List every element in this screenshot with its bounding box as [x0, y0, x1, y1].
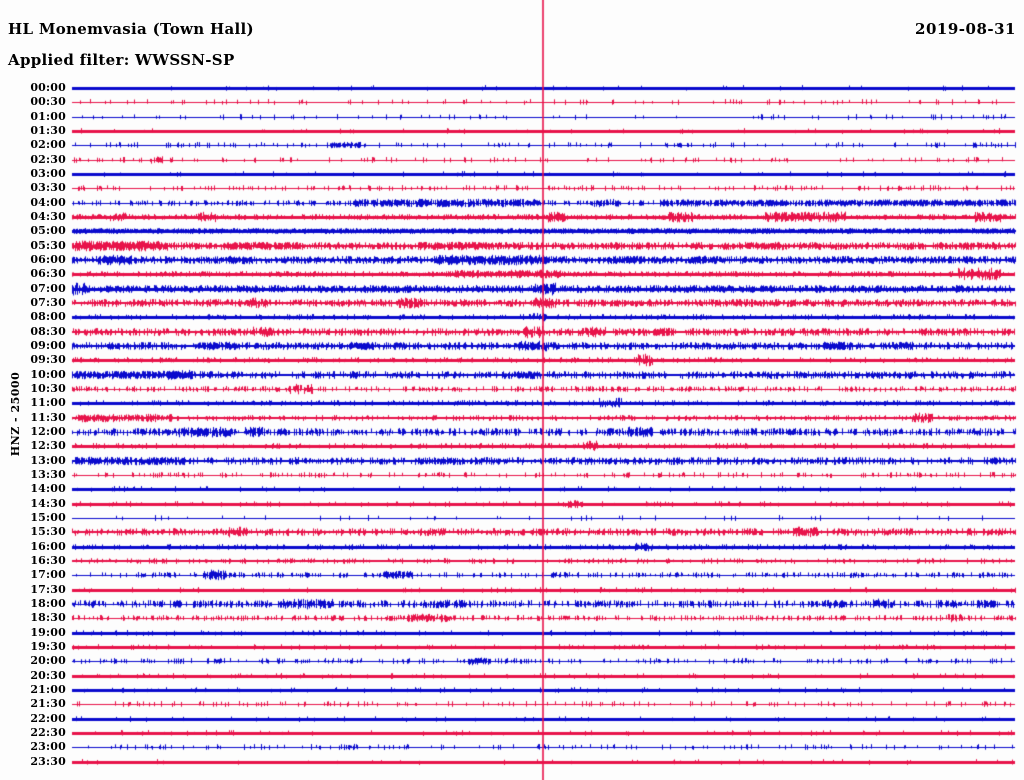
time-label: 04:00	[30, 196, 66, 209]
time-label: 19:00	[30, 626, 66, 639]
time-label: 16:00	[30, 540, 66, 553]
time-label: 20:30	[30, 669, 66, 682]
time-label: 22:30	[30, 726, 66, 739]
time-label: 16:30	[30, 554, 66, 567]
time-label: 23:30	[30, 755, 66, 768]
time-label: 09:30	[30, 353, 66, 366]
time-label: 22:00	[30, 712, 66, 725]
time-label: 03:30	[30, 181, 66, 194]
station-title: HL Monemvasia (Town Hall)	[8, 20, 254, 38]
time-label: 09:00	[30, 339, 66, 352]
time-label: 11:30	[30, 411, 66, 424]
time-label: 17:00	[30, 568, 66, 581]
time-label: 23:00	[30, 740, 66, 753]
time-label: 21:30	[30, 697, 66, 710]
time-label: 11:00	[30, 396, 66, 409]
time-label: 10:30	[30, 382, 66, 395]
record-date: 2019-08-31	[915, 20, 1016, 38]
time-label: 12:30	[30, 439, 66, 452]
time-label: 00:30	[30, 95, 66, 108]
time-label: 02:00	[30, 138, 66, 151]
time-label: 02:30	[30, 153, 66, 166]
time-label: 20:00	[30, 654, 66, 667]
time-label: 08:00	[30, 310, 66, 323]
time-label: 06:00	[30, 253, 66, 266]
time-label: 01:00	[30, 110, 66, 123]
time-label: 12:00	[30, 425, 66, 438]
time-label: 13:00	[30, 454, 66, 467]
time-label: 21:00	[30, 683, 66, 696]
time-label: 06:30	[30, 267, 66, 280]
time-label: 17:30	[30, 583, 66, 596]
time-label: 13:30	[30, 468, 66, 481]
applied-filter-label: Applied filter: WWSSN-SP	[8, 51, 235, 69]
time-label: 10:00	[30, 368, 66, 381]
time-label: 15:00	[30, 511, 66, 524]
time-label: 05:30	[30, 239, 66, 252]
time-label: 18:00	[30, 597, 66, 610]
time-label: 07:00	[30, 282, 66, 295]
time-label: 18:30	[30, 611, 66, 624]
time-label: 05:00	[30, 224, 66, 237]
time-label: 19:30	[30, 640, 66, 653]
time-label: 14:00	[30, 482, 66, 495]
time-label: 00:00	[30, 81, 66, 94]
time-label: 01:30	[30, 124, 66, 137]
time-label: 14:30	[30, 497, 66, 510]
time-label: 04:30	[30, 210, 66, 223]
time-label: 15:30	[30, 525, 66, 538]
time-label: 07:30	[30, 296, 66, 309]
time-label: 03:00	[30, 167, 66, 180]
time-label: 08:30	[30, 325, 66, 338]
